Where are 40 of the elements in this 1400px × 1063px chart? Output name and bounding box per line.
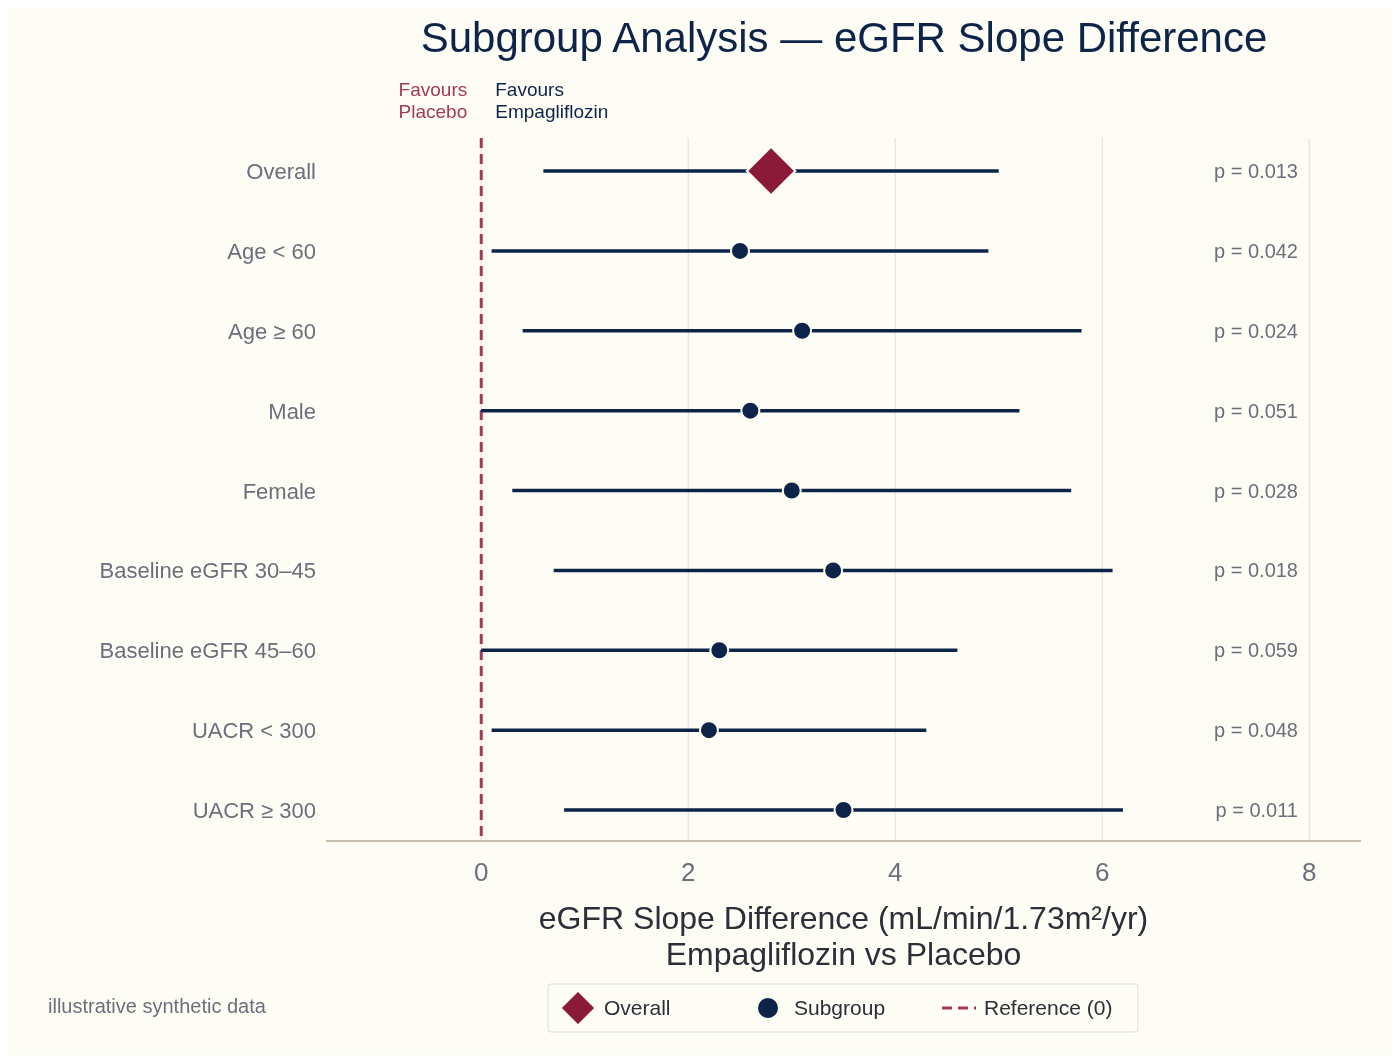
annotation: p = 0.048 [1214,719,1298,742]
y-tick-label: Female [242,478,316,504]
point [792,320,813,341]
point [709,640,730,661]
y-tick-label: Age ≥ 60 [228,318,316,344]
annotation: p = 0.059 [1214,639,1298,662]
y-tick-label: Baseline eGFR 45–60 [99,638,316,664]
annotation: p = 0.051 [1214,399,1298,422]
x-axis-title: eGFR Slope Difference (mL/min/1.73m²/yr) Empagliflozin vs Placebo [538,900,1149,972]
x-tick-label: 8 [1302,857,1317,887]
annotation: p = 0.042 [1214,239,1298,262]
point [740,400,761,421]
x-tick-label: 6 [1095,857,1110,887]
x-tick-label: 0 [474,857,489,887]
chart-title: Subgroup Analysis — eGFR Slope Difference [420,14,1268,61]
y-tick-label: Baseline eGFR 30–45 [99,558,316,584]
point [745,145,797,197]
text: Favours Placebo [398,79,468,122]
point [823,560,844,581]
point [730,240,750,261]
annotation: p = 0.018 [1214,559,1298,582]
point [833,800,854,820]
y-tick-label: UACR ≥ 300 [192,798,316,823]
annotation: p = 0.011 [1215,799,1298,821]
point [781,480,802,501]
y-tick-label: Age < 60 [227,238,316,264]
text: illustrative synthetic data [48,995,267,1017]
x-tick-label: 4 [888,857,903,887]
annotation: p = 0.024 [1214,319,1298,342]
text: Favours Empagliflozin [495,79,609,122]
annotation: p = 0.013 [1214,160,1298,182]
x-tick-label: 2 [681,857,696,887]
y-tick-label: Overall [246,159,316,184]
y-tick-label: UACR < 300 [191,718,316,744]
legend-label: Reference (0) [984,996,1113,1019]
y-tick-label: Male [268,398,316,424]
point [698,720,719,741]
annotation: p = 0.028 [1214,479,1298,502]
legend-label: Subgroup [794,996,886,1019]
legend-label: Overall [604,996,671,1019]
